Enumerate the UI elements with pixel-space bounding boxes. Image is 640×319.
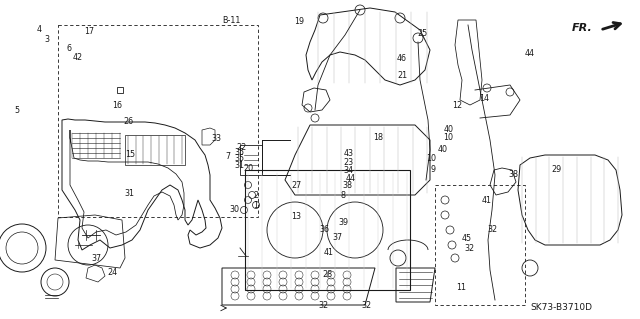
Text: 15: 15 — [125, 150, 136, 159]
Text: 37: 37 — [332, 233, 342, 242]
Text: 41: 41 — [324, 248, 334, 256]
Text: 25: 25 — [417, 29, 428, 38]
Text: B-11: B-11 — [223, 16, 241, 25]
Text: 12: 12 — [452, 101, 462, 110]
Text: 42: 42 — [73, 53, 83, 62]
Text: 26: 26 — [123, 117, 133, 126]
Text: 32: 32 — [488, 225, 498, 234]
Text: 18: 18 — [373, 133, 383, 142]
Text: 1: 1 — [253, 201, 259, 210]
Text: 34: 34 — [344, 167, 354, 175]
Text: 28: 28 — [323, 271, 333, 279]
Text: 27: 27 — [292, 182, 302, 190]
Text: 40: 40 — [444, 125, 454, 134]
Text: 5: 5 — [14, 106, 19, 115]
Text: 8: 8 — [340, 191, 346, 200]
Text: 14: 14 — [479, 94, 489, 103]
Text: 45: 45 — [461, 234, 472, 243]
Text: 36: 36 — [319, 225, 330, 234]
Text: 33: 33 — [212, 134, 222, 143]
Text: 40: 40 — [438, 145, 448, 154]
Text: 32: 32 — [319, 301, 329, 310]
Text: 10: 10 — [426, 154, 436, 163]
Text: 32: 32 — [361, 301, 371, 310]
Text: 7: 7 — [225, 152, 230, 161]
Text: 31: 31 — [124, 189, 134, 198]
Bar — [58, 25, 258, 217]
Text: 20: 20 — [244, 164, 254, 173]
Text: 19: 19 — [294, 17, 304, 26]
Text: 41: 41 — [482, 197, 492, 205]
Text: 44: 44 — [346, 174, 356, 182]
Text: 21: 21 — [397, 71, 408, 80]
Text: 35: 35 — [235, 154, 245, 163]
Text: 44: 44 — [525, 49, 535, 58]
Text: 9: 9 — [430, 165, 435, 174]
Text: 23: 23 — [344, 158, 354, 167]
Text: 2: 2 — [253, 191, 259, 200]
Text: 16: 16 — [112, 101, 122, 110]
Text: 38: 38 — [509, 170, 519, 179]
Bar — [435, 185, 525, 305]
Text: 43: 43 — [344, 149, 354, 158]
Text: 13: 13 — [291, 212, 301, 221]
Text: SK73-B3710D: SK73-B3710D — [530, 303, 592, 313]
Text: 6: 6 — [67, 44, 72, 53]
Text: 30: 30 — [229, 205, 239, 214]
Text: 24: 24 — [108, 268, 118, 277]
Text: 29: 29 — [551, 165, 561, 174]
Text: 38: 38 — [342, 182, 353, 190]
Text: 22: 22 — [236, 143, 246, 152]
Bar — [125, 135, 185, 165]
Text: 3: 3 — [45, 35, 50, 44]
Text: 32: 32 — [464, 244, 474, 253]
Text: 39: 39 — [339, 218, 349, 226]
Text: 31: 31 — [235, 161, 245, 170]
Text: 17: 17 — [84, 27, 94, 36]
Text: 4: 4 — [37, 25, 42, 34]
Text: FR.: FR. — [572, 23, 593, 33]
Bar — [240, 145, 262, 175]
Text: 37: 37 — [92, 254, 102, 263]
Text: 46: 46 — [397, 54, 407, 63]
Text: 35: 35 — [235, 148, 245, 157]
Text: 10: 10 — [444, 133, 454, 142]
Bar — [245, 170, 410, 290]
Text: 11: 11 — [456, 283, 466, 292]
